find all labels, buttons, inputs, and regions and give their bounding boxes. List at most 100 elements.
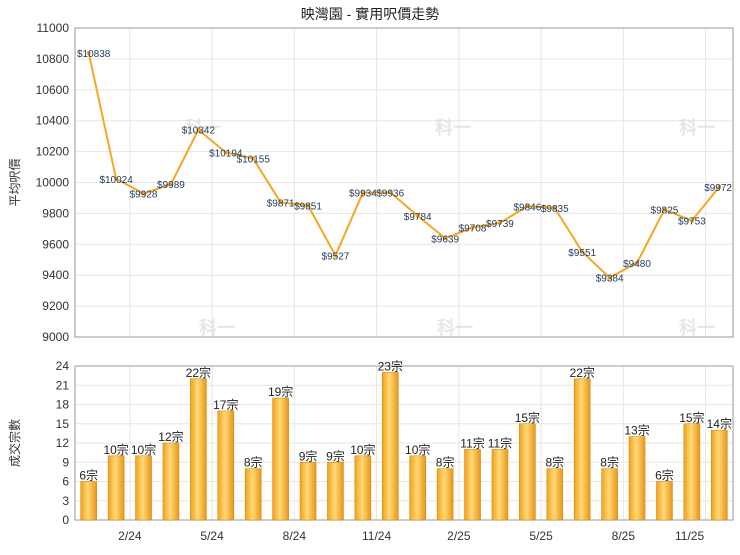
price-point (223, 150, 228, 155)
x-tick: 2/24 (118, 529, 142, 543)
y-tick-top: 9400 (42, 268, 69, 282)
watermark-text: 科一 (437, 317, 473, 338)
price-point (86, 51, 91, 56)
x-tick: 5/25 (529, 529, 553, 543)
price-point (168, 182, 173, 187)
y-tick-bottom: 6 (62, 475, 69, 489)
price-label: $9825 (651, 206, 679, 217)
y-tick-bottom: 9 (62, 455, 69, 469)
y-tick-top: 10600 (36, 83, 70, 97)
price-label: $9753 (678, 217, 706, 228)
price-label: $9936 (376, 188, 404, 199)
count-bar (354, 455, 372, 521)
count-bar (107, 455, 125, 521)
x-tick: 2/25 (447, 529, 471, 543)
count-bar (656, 481, 673, 521)
chart-title: 映灣園 - 實用呎價走勢 (301, 6, 439, 22)
count-bar (710, 429, 728, 521)
price-point (497, 220, 502, 225)
price-label: $9989 (157, 180, 185, 191)
count-label: 8宗 (545, 455, 564, 470)
price-point (141, 191, 146, 196)
price-point (114, 176, 119, 181)
watermark-text: 科一 (199, 317, 235, 338)
count-bar (217, 410, 235, 521)
price-point (306, 203, 311, 208)
count-bar (573, 378, 591, 521)
y-tick-top: 9600 (42, 237, 69, 251)
y-tick-bottom: 12 (56, 436, 70, 450)
price-point (525, 204, 530, 209)
plot-frame-top (74, 27, 734, 338)
count-bar (409, 455, 427, 521)
count-label: 10宗 (350, 442, 375, 457)
y-tick-bottom: 18 (56, 398, 70, 412)
count-label: 9宗 (326, 448, 345, 463)
count-label: 8宗 (244, 455, 263, 470)
y-tick-top: 9000 (42, 330, 69, 344)
count-bar (327, 461, 344, 521)
count-label: 8宗 (436, 455, 455, 470)
count-label: 6宗 (655, 468, 674, 483)
count-label: 10宗 (131, 442, 156, 457)
price-label: $9739 (486, 219, 514, 230)
count-bar (272, 397, 289, 521)
price-point (607, 275, 612, 280)
count-label: 11宗 (488, 435, 512, 450)
price-label: $9480 (623, 259, 651, 270)
count-label: 11宗 (460, 435, 484, 450)
x-tick: 8/24 (283, 529, 307, 543)
y-tick-bottom: 15 (56, 417, 70, 431)
count-label: 22宗 (186, 365, 211, 380)
y-tick-top: 10200 (36, 145, 70, 159)
y-axis-title-top: 平均呎價 (8, 158, 22, 206)
price-point (333, 253, 338, 258)
y-tick-bottom: 24 (56, 359, 70, 373)
count-bar (381, 372, 399, 521)
price-label: $9384 (596, 274, 624, 285)
price-point (552, 205, 557, 210)
y-axis-title-bottom: 成交宗數 (7, 419, 22, 467)
count-label: 10宗 (103, 442, 128, 457)
x-tick: 11/24 (362, 529, 391, 543)
count-bar (80, 481, 98, 521)
price-point (388, 190, 393, 195)
price-label: $10342 (182, 126, 216, 137)
count-bar (601, 468, 618, 521)
count-label: 12宗 (158, 429, 183, 444)
price-point (689, 218, 694, 223)
y-tick-top: 9800 (42, 206, 69, 220)
count-label: 17宗 (213, 397, 238, 412)
price-point (470, 225, 475, 230)
price-point (635, 260, 640, 265)
y-tick-bottom: 3 (62, 494, 69, 508)
watermark-text: 科一 (185, 117, 221, 138)
price-label: $10155 (237, 155, 271, 166)
count-bar (628, 436, 646, 521)
price-label: $10838 (77, 49, 111, 60)
count-label: 19宗 (268, 384, 293, 399)
price-line (87, 52, 721, 279)
watermark-text: 科一 (435, 117, 471, 138)
count-bar (436, 468, 454, 521)
x-tick: 5/24 (200, 529, 224, 543)
y-tick-top: 10000 (36, 176, 70, 190)
price-point (443, 236, 448, 241)
count-bar (519, 423, 536, 521)
count-bar (546, 468, 564, 521)
price-label: $9784 (404, 212, 432, 223)
y-tick-top: 9200 (42, 299, 69, 313)
y-tick-top: 11000 (37, 21, 70, 35)
y-tick-top: 10400 (36, 114, 70, 128)
price-label: $9551 (568, 248, 596, 259)
price-label: $9835 (541, 204, 569, 215)
count-bar (299, 461, 317, 521)
y-tick-top: 10800 (36, 52, 70, 66)
count-bar (491, 449, 509, 521)
price-label: $9871 (267, 198, 295, 209)
count-bar (135, 455, 152, 521)
price-label: $10024 (99, 175, 133, 186)
plot-frame-bottom (74, 365, 734, 521)
watermark-text: 科一 (679, 117, 715, 138)
